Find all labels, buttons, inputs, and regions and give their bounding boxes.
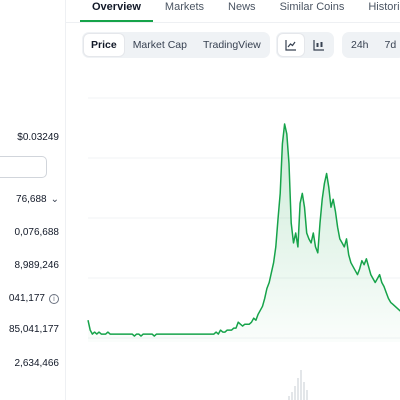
price-view-button[interactable]: Price — [84, 34, 124, 56]
tradingview-button[interactable]: TradingView — [202, 39, 261, 51]
tab-news[interactable]: News — [228, 1, 256, 13]
stat-row: 8,989,246 — [15, 260, 60, 271]
stat-row: 0,076,688 — [15, 227, 60, 238]
time-range-toggle: 24h 7d — [342, 32, 400, 58]
chevron-down-icon[interactable]: ⌄ — [50, 194, 59, 205]
converter-input[interactable] — [0, 156, 47, 178]
stat-row-market-cap[interactable]: 76,688 ⌄ — [16, 194, 59, 205]
volume-bar — [303, 382, 305, 400]
info-icon[interactable]: i — [49, 293, 59, 304]
tab-historical[interactable]: Historical — [368, 1, 400, 13]
volume-bar — [297, 378, 299, 400]
tab-overview[interactable]: Overview — [80, 0, 153, 22]
volume-bar — [291, 392, 293, 400]
chart-type-toggle — [276, 32, 334, 58]
tab-markets[interactable]: Markets — [164, 1, 205, 13]
stat-value: 76,688 — [16, 194, 47, 205]
stat-value: 0,076,688 — [14, 227, 60, 238]
price-label: $0.03249 — [17, 132, 59, 143]
market-cap-view-button[interactable]: Market Cap — [132, 39, 187, 51]
volume-bar — [288, 396, 290, 400]
volume-bar — [294, 386, 296, 400]
price-chart[interactable] — [66, 64, 400, 400]
line-chart-icon[interactable] — [278, 34, 304, 56]
candlestick-chart-icon[interactable] — [306, 34, 332, 56]
volume-bars — [288, 370, 308, 400]
tab-similar-coins[interactable]: Similar Coins — [279, 1, 345, 13]
stat-value: 2,634,466 — [14, 358, 60, 369]
volume-bar — [300, 370, 302, 400]
coin-tabs: Overview Markets News Similar Coins Hist… — [80, 0, 400, 22]
stat-row: 85,041,177 — [9, 324, 59, 335]
stat-row: 2,634,466 — [15, 358, 60, 369]
price-value: $0.03249 — [17, 132, 59, 143]
stats-panel: $0.03249 76,688 ⌄ 0,076,688 8,989,246 04… — [0, 0, 66, 400]
price-line — [87, 123, 400, 337]
stat-value: 8,989,246 — [14, 260, 60, 271]
stat-value: 041,177 — [8, 293, 45, 304]
price-area — [88, 124, 400, 342]
tabs-divider — [66, 22, 400, 23]
range-24h-button[interactable]: 24h — [351, 39, 369, 51]
stat-row: 041,177 i — [9, 293, 59, 304]
chart-view-toggle: Price Market Cap TradingView — [82, 32, 270, 58]
stat-value: 85,041,177 — [8, 324, 59, 335]
volume-bar — [306, 390, 308, 400]
range-7d-button[interactable]: 7d — [384, 39, 397, 51]
